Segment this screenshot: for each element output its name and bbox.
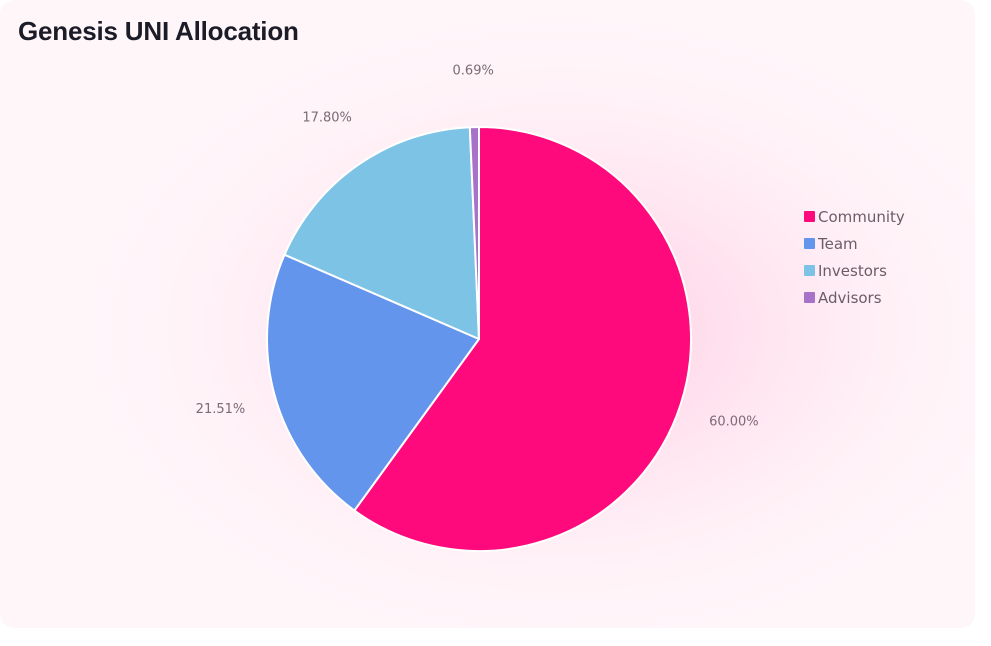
pie-slices <box>266 126 692 552</box>
pie-labels: 60.00% 21.51% 17.80% 0.69% <box>196 64 759 430</box>
pie-slice-advisors[interactable] <box>468 126 480 340</box>
legend-swatch <box>804 238 815 249</box>
legend-item-advisors[interactable]: Advisors <box>804 284 905 311</box>
legend-swatch <box>804 292 815 303</box>
legend-item-investors[interactable]: Investors <box>804 257 905 284</box>
pie-label-team: 21.51% <box>196 402 246 417</box>
legend-label: Advisors <box>818 288 882 307</box>
legend-label: Investors <box>818 261 887 280</box>
pie-label-community: 60.00% <box>709 414 759 429</box>
pie-slice-investors[interactable] <box>283 126 480 340</box>
legend-swatch <box>804 265 815 276</box>
legend-item-team[interactable]: Team <box>804 230 905 257</box>
legend-swatch <box>804 211 815 222</box>
chart-card: Genesis UNI Allocation 60.00% 21.51% 17.80… <box>0 0 975 628</box>
legend-label: Team <box>818 234 858 253</box>
pie-label-advisors: 0.69% <box>453 64 494 79</box>
pie-label-investors: 17.80% <box>302 111 352 126</box>
chart-title: Genesis UNI Allocation <box>18 16 299 46</box>
chart-legend: Community Team Investors Advisors <box>804 203 905 311</box>
pie-slice-community[interactable] <box>353 126 692 552</box>
legend-label: Community <box>818 207 905 226</box>
pie-chart: 60.00% 21.51% 17.80% 0.69% <box>196 64 759 552</box>
pie-slice-team[interactable] <box>266 253 480 512</box>
legend-item-community[interactable]: Community <box>804 203 905 230</box>
